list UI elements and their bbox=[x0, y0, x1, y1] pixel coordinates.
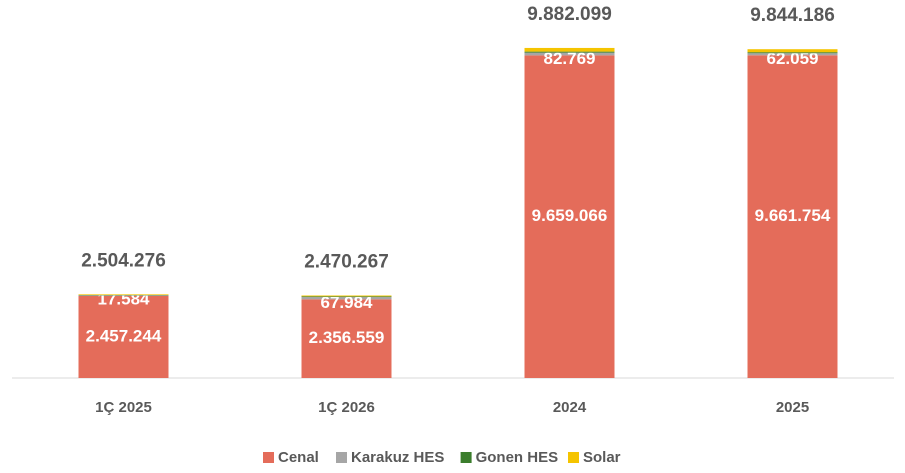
bar-segment bbox=[747, 52, 838, 54]
bar-segment bbox=[301, 297, 392, 300]
data-label: 67.984 bbox=[321, 293, 374, 312]
data-label: 9.661.754 bbox=[755, 206, 831, 225]
legend-swatch bbox=[336, 452, 347, 463]
data-label: 2.457.244 bbox=[86, 326, 162, 345]
x-tick-label: 2024 bbox=[553, 399, 587, 416]
legend-swatch bbox=[263, 452, 274, 463]
x-tick-label: 2025 bbox=[776, 399, 809, 416]
bar-segment bbox=[524, 47, 615, 52]
data-label: 9.659.066 bbox=[532, 206, 608, 225]
bar-segment bbox=[78, 295, 169, 296]
legend-label: Cenal bbox=[278, 449, 319, 466]
legend-label: Solar bbox=[583, 449, 621, 466]
total-label: 9.844.186 bbox=[750, 5, 835, 26]
x-tick-label: 1Ç 2026 bbox=[318, 399, 375, 416]
legend-swatch bbox=[460, 452, 472, 463]
bar-segment bbox=[78, 294, 169, 296]
bar-segment bbox=[78, 295, 169, 378]
bar-segment bbox=[524, 52, 615, 56]
bar-segment bbox=[747, 55, 838, 378]
bar-segment bbox=[301, 295, 392, 297]
x-tick-label: 1Ç 2025 bbox=[95, 399, 152, 416]
data-label: 17.584 bbox=[98, 289, 151, 308]
bar-segment bbox=[301, 299, 392, 378]
legend-label: Karakuz HES bbox=[351, 449, 444, 466]
total-label: 2.470.267 bbox=[304, 252, 389, 273]
data-label: 62.059 bbox=[767, 49, 819, 68]
bar-segment bbox=[524, 51, 615, 53]
legend-swatch bbox=[568, 452, 579, 463]
total-label: 9.882.099 bbox=[527, 4, 612, 25]
bar-segment bbox=[301, 296, 392, 298]
bar-segment bbox=[747, 53, 838, 56]
bar-segment bbox=[524, 55, 615, 378]
legend-label: Gonen HES bbox=[476, 449, 559, 466]
data-label: 2.356.559 bbox=[309, 328, 385, 347]
total-label: 2.504.276 bbox=[81, 250, 166, 271]
bar-segment bbox=[747, 49, 838, 53]
data-label: 82.769 bbox=[544, 49, 596, 68]
